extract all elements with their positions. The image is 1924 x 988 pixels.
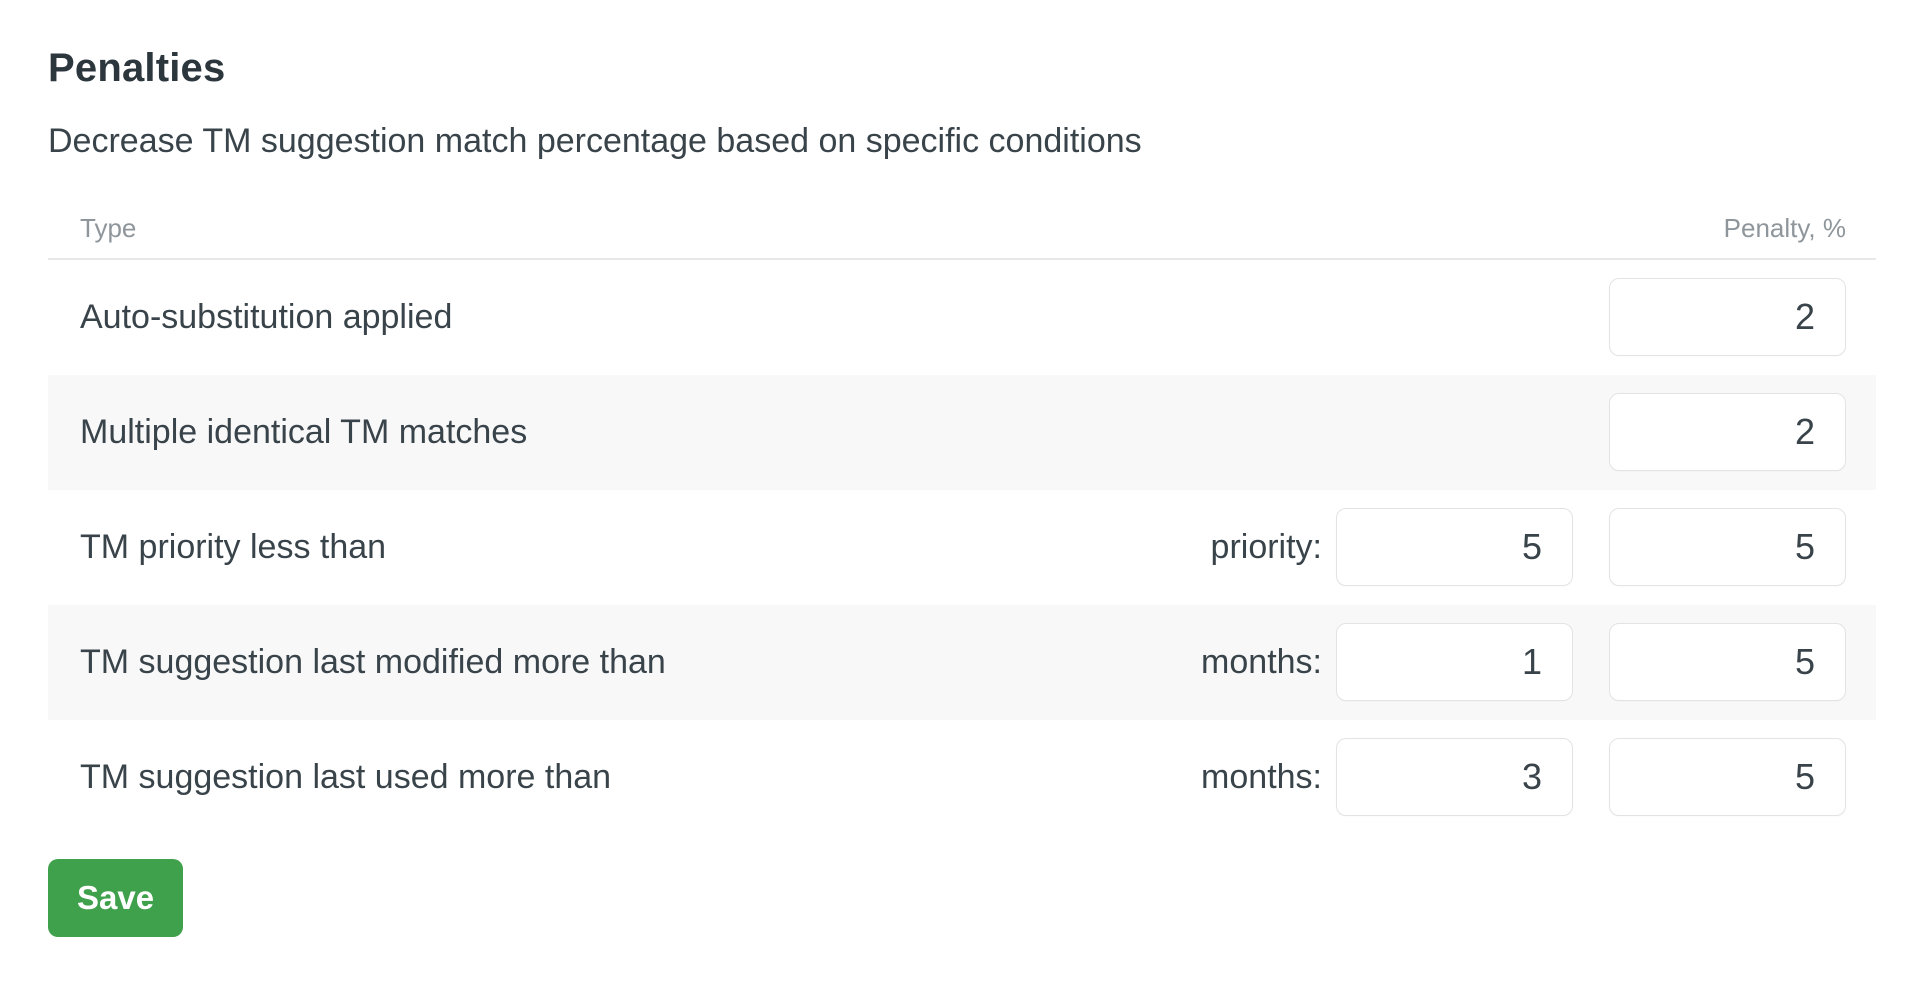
row-label-auto-substitution: Auto-substitution applied <box>80 297 453 336</box>
penalty-input-auto-substitution[interactable] <box>1609 278 1846 356</box>
row-label-multiple-identical: Multiple identical TM matches <box>80 412 528 451</box>
param-label-months-modified: months: <box>1201 642 1322 681</box>
table-row: TM suggestion last modified more than mo… <box>48 604 1876 720</box>
table-row: Auto-substitution applied <box>48 259 1876 375</box>
column-header-penalty: Penalty, % <box>1723 212 1846 243</box>
table-row: TM suggestion last used more than months… <box>48 719 1876 835</box>
penalty-input-last-modified[interactable] <box>1609 623 1846 701</box>
row-label-tm-priority: TM priority less than <box>80 527 387 566</box>
priority-value-input[interactable] <box>1336 508 1573 586</box>
param-label-priority: priority: <box>1210 527 1322 566</box>
table-row: Multiple identical TM matches <box>48 374 1876 490</box>
penalties-table: Type Penalty, % Auto-substitution applie… <box>48 213 1876 835</box>
page-subtitle: Decrease TM suggestion match percentage … <box>48 122 1142 160</box>
table-header: Type Penalty, % <box>48 213 1876 258</box>
header-divider <box>48 257 1876 260</box>
param-label-months-used: months: <box>1201 757 1322 796</box>
penalties-panel: Penalties Decrease TM suggestion match p… <box>48 0 1876 937</box>
table-row: TM priority less than priority: <box>48 489 1876 605</box>
penalty-input-multiple-identical[interactable] <box>1609 393 1846 471</box>
months-used-value-input[interactable] <box>1336 738 1573 816</box>
save-button[interactable]: Save <box>48 858 184 937</box>
months-modified-value-input[interactable] <box>1336 623 1573 701</box>
penalty-input-tm-priority[interactable] <box>1609 508 1846 586</box>
row-label-last-modified: TM suggestion last modified more than <box>80 642 666 681</box>
penalty-input-last-used[interactable] <box>1609 738 1846 816</box>
row-label-last-used: TM suggestion last used more than <box>80 757 612 796</box>
column-header-type: Type <box>80 212 137 243</box>
page-title: Penalties <box>48 46 226 90</box>
